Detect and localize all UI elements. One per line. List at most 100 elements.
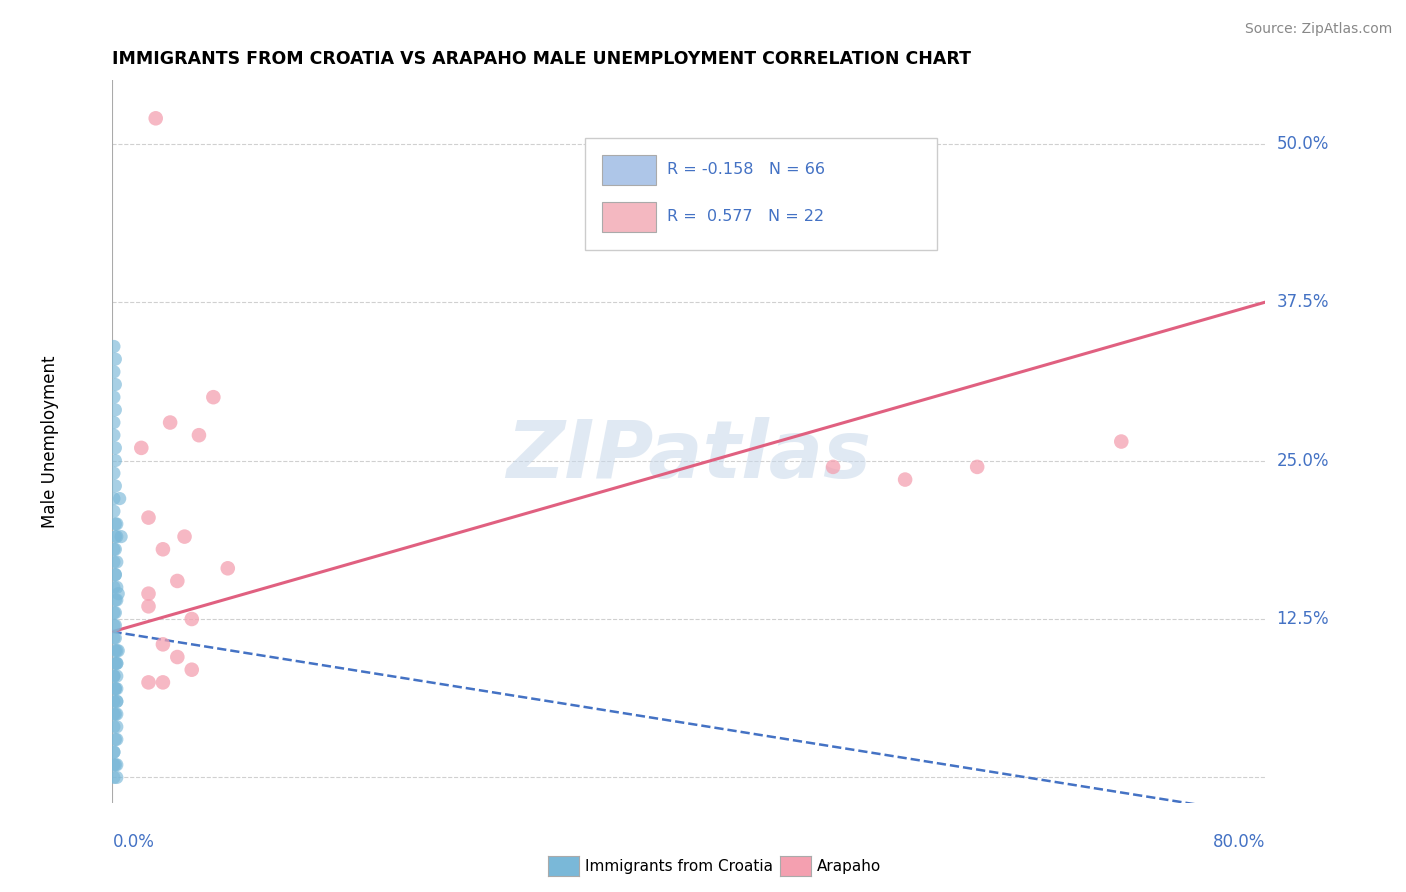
Point — [105, 771, 128, 785]
Point — [138, 510, 160, 524]
Point — [103, 428, 125, 442]
Point — [103, 694, 125, 708]
Point — [105, 720, 128, 734]
Text: Source: ZipAtlas.com: Source: ZipAtlas.com — [1244, 22, 1392, 37]
Point — [104, 618, 127, 632]
Point — [104, 657, 127, 671]
Point — [107, 643, 129, 657]
Point — [105, 681, 128, 696]
Point — [103, 390, 125, 404]
Point — [103, 745, 125, 759]
Point — [104, 530, 127, 544]
Point — [138, 599, 160, 614]
Text: 50.0%: 50.0% — [1277, 135, 1329, 153]
Point — [104, 402, 127, 417]
Point — [894, 473, 917, 487]
Point — [152, 637, 174, 651]
Point — [105, 732, 128, 747]
Point — [103, 631, 125, 645]
Point — [105, 657, 128, 671]
Point — [152, 542, 174, 557]
Text: ZIPatlas: ZIPatlas — [506, 417, 872, 495]
Point — [103, 580, 125, 594]
Point — [138, 587, 160, 601]
Point — [104, 479, 127, 493]
Point — [104, 681, 127, 696]
Point — [103, 542, 125, 557]
Point — [104, 631, 127, 645]
Point — [166, 574, 188, 588]
Point — [145, 112, 167, 126]
Point — [104, 732, 127, 747]
Text: 80.0%: 80.0% — [1213, 833, 1265, 851]
Point — [173, 530, 195, 544]
Point — [105, 694, 128, 708]
Point — [104, 707, 127, 722]
Text: Male Unemployment: Male Unemployment — [41, 355, 59, 528]
Point — [966, 459, 988, 474]
Point — [103, 365, 125, 379]
Point — [108, 491, 131, 506]
Point — [104, 377, 127, 392]
Point — [105, 530, 128, 544]
Point — [104, 681, 127, 696]
Point — [110, 530, 132, 544]
Point — [180, 663, 202, 677]
Text: Immigrants from Croatia: Immigrants from Croatia — [585, 859, 773, 873]
Point — [103, 771, 125, 785]
Point — [107, 587, 129, 601]
Point — [103, 720, 125, 734]
Point — [105, 707, 128, 722]
Point — [103, 757, 125, 772]
Point — [188, 428, 211, 442]
Point — [104, 593, 127, 607]
Point — [129, 441, 153, 455]
Point — [103, 707, 125, 722]
Text: R = -0.158   N = 66: R = -0.158 N = 66 — [666, 162, 825, 178]
Point — [180, 612, 202, 626]
Point — [103, 339, 125, 353]
Point — [103, 618, 125, 632]
Point — [103, 745, 125, 759]
Point — [166, 650, 188, 665]
Point — [104, 643, 127, 657]
Point — [103, 467, 125, 481]
Point — [104, 516, 127, 531]
Point — [103, 669, 125, 683]
Point — [821, 459, 844, 474]
Point — [105, 757, 128, 772]
Point — [1111, 434, 1133, 449]
Point — [105, 643, 128, 657]
Point — [104, 567, 127, 582]
Point — [104, 441, 127, 455]
FancyBboxPatch shape — [603, 202, 655, 232]
Text: 12.5%: 12.5% — [1277, 610, 1329, 628]
Text: 0.0%: 0.0% — [112, 833, 155, 851]
Text: 37.5%: 37.5% — [1277, 293, 1329, 311]
Point — [105, 694, 128, 708]
Point — [103, 669, 125, 683]
Point — [103, 606, 125, 620]
Point — [104, 542, 127, 557]
Point — [105, 593, 128, 607]
Point — [152, 675, 174, 690]
Point — [104, 453, 127, 467]
Point — [103, 416, 125, 430]
Point — [103, 504, 125, 518]
Point — [202, 390, 225, 404]
Text: Arapaho: Arapaho — [817, 859, 882, 873]
FancyBboxPatch shape — [603, 154, 655, 185]
Point — [105, 555, 128, 569]
Point — [159, 416, 181, 430]
Text: IMMIGRANTS FROM CROATIA VS ARAPAHO MALE UNEMPLOYMENT CORRELATION CHART: IMMIGRANTS FROM CROATIA VS ARAPAHO MALE … — [112, 50, 972, 68]
Text: R =  0.577   N = 22: R = 0.577 N = 22 — [666, 210, 824, 224]
Point — [105, 516, 128, 531]
Point — [104, 567, 127, 582]
Text: 25.0%: 25.0% — [1277, 451, 1329, 469]
Point — [138, 675, 160, 690]
Point — [104, 606, 127, 620]
Point — [217, 561, 239, 575]
Point — [104, 352, 127, 367]
Point — [105, 669, 128, 683]
Point — [104, 757, 127, 772]
